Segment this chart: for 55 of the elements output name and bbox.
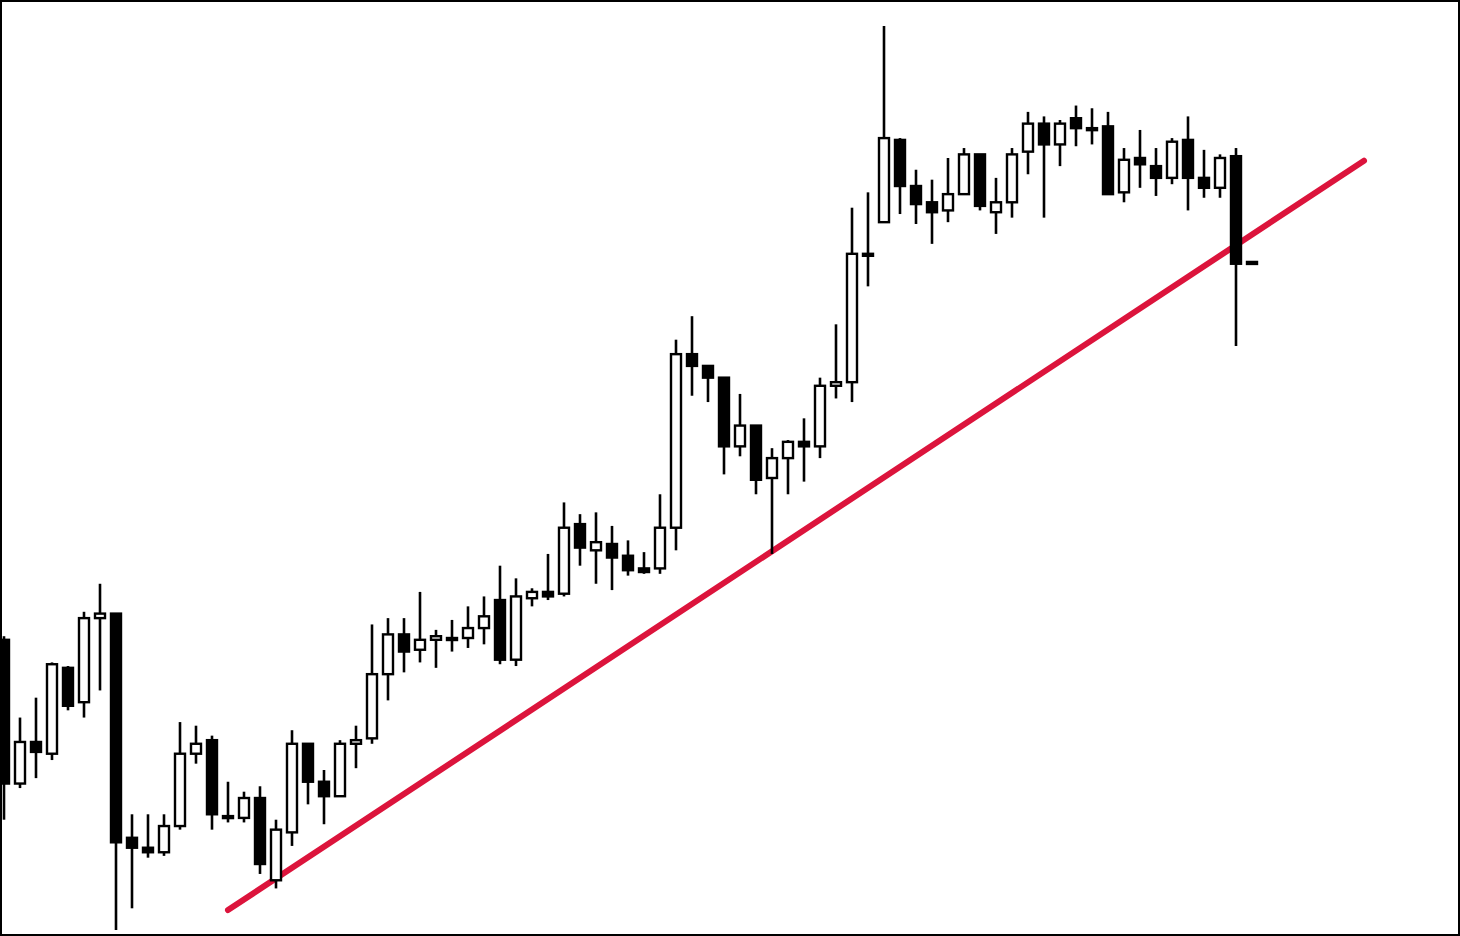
candlestick bbox=[765, 446, 779, 556]
candlestick bbox=[1117, 146, 1131, 204]
candlestick bbox=[589, 511, 603, 586]
candlestick bbox=[221, 780, 235, 824]
candlestick bbox=[397, 616, 411, 674]
candlestick bbox=[141, 812, 155, 859]
candlestick bbox=[1037, 115, 1051, 219]
candlestick bbox=[1213, 153, 1227, 200]
candlestick bbox=[1005, 146, 1019, 219]
candlestick bbox=[349, 724, 363, 770]
candlestick bbox=[1133, 128, 1147, 190]
candlestick bbox=[573, 512, 587, 567]
candlestick bbox=[237, 790, 251, 824]
candlestick bbox=[413, 590, 427, 664]
candlestick bbox=[29, 696, 43, 780]
candlestick bbox=[957, 146, 971, 196]
candlestick bbox=[477, 595, 491, 646]
candlestick bbox=[797, 417, 811, 483]
candlestick bbox=[861, 191, 875, 288]
candlestick bbox=[781, 438, 795, 496]
candlestick bbox=[1165, 136, 1179, 186]
candlestick bbox=[653, 492, 667, 576]
candlestick bbox=[445, 618, 459, 653]
candlestick bbox=[685, 314, 699, 398]
candlestick bbox=[1053, 118, 1067, 168]
candlestick bbox=[13, 716, 27, 790]
candlestick bbox=[429, 628, 443, 670]
candlestick bbox=[381, 616, 395, 702]
candlestick bbox=[925, 178, 939, 246]
candlestick bbox=[637, 550, 651, 576]
candlestick bbox=[701, 364, 715, 404]
candlestick bbox=[941, 156, 955, 224]
candlestick bbox=[829, 323, 843, 400]
candlestick bbox=[1197, 148, 1211, 200]
candlestick bbox=[189, 724, 203, 765]
candlestick bbox=[525, 586, 539, 608]
candlestick bbox=[301, 742, 315, 806]
candlestick bbox=[909, 168, 923, 226]
candlestick bbox=[93, 582, 107, 692]
candlestick bbox=[1021, 110, 1035, 176]
candlestick bbox=[893, 136, 907, 216]
candlestick bbox=[541, 552, 555, 602]
candlestick bbox=[989, 176, 1003, 236]
candlestick bbox=[1149, 146, 1163, 198]
candlestick bbox=[61, 664, 75, 712]
candlestick bbox=[1181, 115, 1195, 212]
candlestick bbox=[317, 768, 331, 826]
candlestick bbox=[733, 392, 747, 458]
candlestick bbox=[157, 812, 171, 858]
candlestick bbox=[1069, 104, 1083, 148]
candlestick bbox=[125, 812, 139, 910]
candlestick bbox=[621, 539, 635, 577]
candlestick bbox=[1085, 106, 1099, 146]
candlestick bbox=[605, 524, 619, 592]
candlestick bbox=[461, 605, 475, 650]
